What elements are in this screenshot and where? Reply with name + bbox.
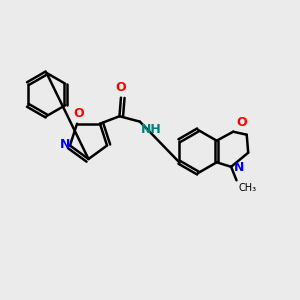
Text: O: O <box>116 81 126 94</box>
Text: N: N <box>234 161 244 174</box>
Text: O: O <box>236 116 247 129</box>
Text: O: O <box>73 107 84 120</box>
Text: NH: NH <box>141 123 162 136</box>
Text: CH₃: CH₃ <box>238 183 256 193</box>
Text: N: N <box>60 138 70 151</box>
